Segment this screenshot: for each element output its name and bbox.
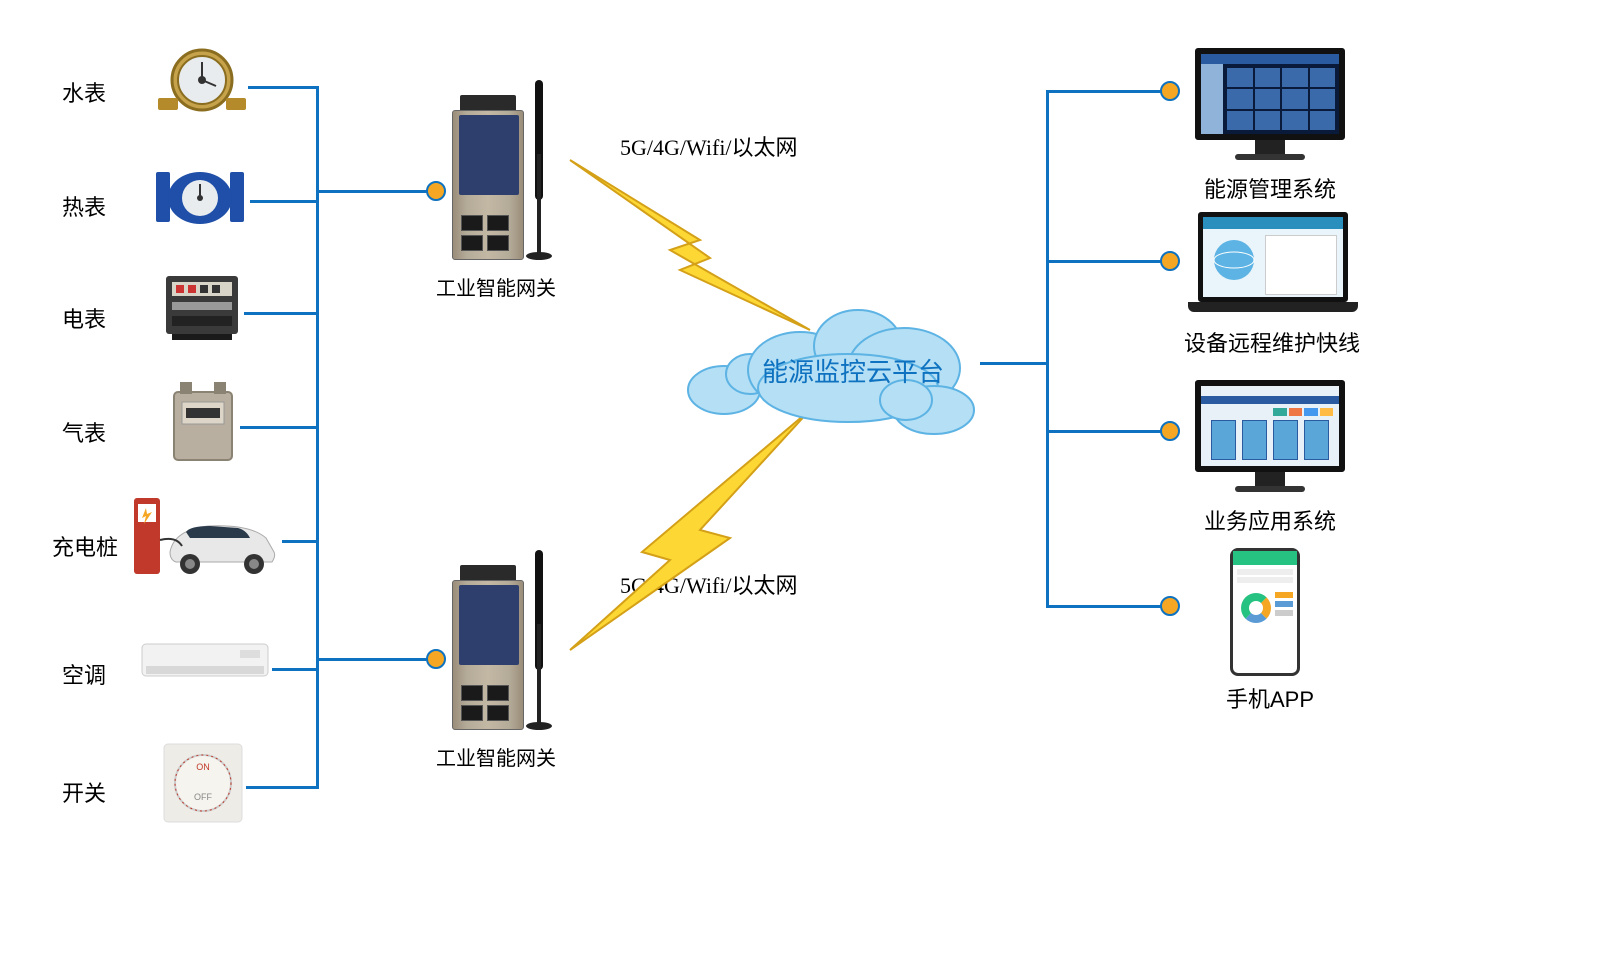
charging-pile-icon: [130, 490, 280, 582]
water-meter-icon: [158, 42, 246, 120]
remote-laptop-icon: [1188, 212, 1358, 322]
branch-ems: [1046, 90, 1168, 93]
label-charging-pile: 充电桩: [52, 530, 118, 562]
electric-meter-icon: [162, 272, 242, 344]
conn-ac: [272, 668, 316, 671]
biz-monitor-icon: [1195, 380, 1345, 500]
conn-elec: [244, 312, 316, 315]
svg-text:OFF: OFF: [194, 792, 212, 802]
dot-ems: [1160, 81, 1180, 101]
branch-biz: [1046, 430, 1168, 433]
label-electric-meter: 电表: [62, 302, 106, 334]
gw2-dot: [426, 649, 446, 669]
air-con-icon: [140, 640, 270, 684]
conn-water: [248, 86, 316, 89]
gateway-2-label: 工业智能网关: [436, 742, 556, 771]
branch-app: [1046, 605, 1168, 608]
gateway-1-icon: [452, 80, 562, 260]
label-water-meter: 水表: [62, 76, 106, 108]
conn-charge: [282, 540, 316, 543]
gw1-dot: [426, 181, 446, 201]
dot-app: [1160, 596, 1180, 616]
svg-text:ON: ON: [196, 762, 210, 772]
right-bus: [1046, 90, 1049, 608]
switch-icon: ON OFF: [162, 742, 244, 824]
ems-monitor-icon: [1195, 48, 1345, 168]
cloud-to-right: [980, 362, 1046, 365]
label-switch: 开关: [62, 776, 106, 808]
conn-gas: [240, 426, 316, 429]
label-gas-meter: 气表: [62, 416, 106, 448]
branch-remote: [1046, 260, 1168, 263]
cloud-label: 能源监控云平台: [762, 352, 944, 389]
mobile-app-icon: [1230, 548, 1300, 676]
remote-label: 设备远程维护快线: [1184, 326, 1360, 358]
label-air-con: 空调: [62, 658, 106, 690]
dot-remote: [1160, 251, 1180, 271]
biz-label: 业务应用系统: [1204, 504, 1336, 536]
gateway-2-icon: [452, 550, 562, 730]
label-heat-meter: 热表: [62, 190, 106, 222]
conn-switch: [246, 786, 316, 789]
bus-to-gw1: [316, 190, 434, 193]
cloud-platform: 能源监控云平台: [680, 280, 1000, 450]
dot-biz: [1160, 421, 1180, 441]
gateway-1-label: 工业智能网关: [436, 272, 556, 301]
gas-meter-icon: [168, 380, 238, 466]
bus-to-gw2: [316, 658, 434, 661]
ems-label: 能源管理系统: [1204, 172, 1336, 204]
conn-heat: [250, 200, 316, 203]
heat-meter-icon: [152, 158, 248, 236]
mobile-app-label: 手机APP: [1226, 682, 1314, 714]
